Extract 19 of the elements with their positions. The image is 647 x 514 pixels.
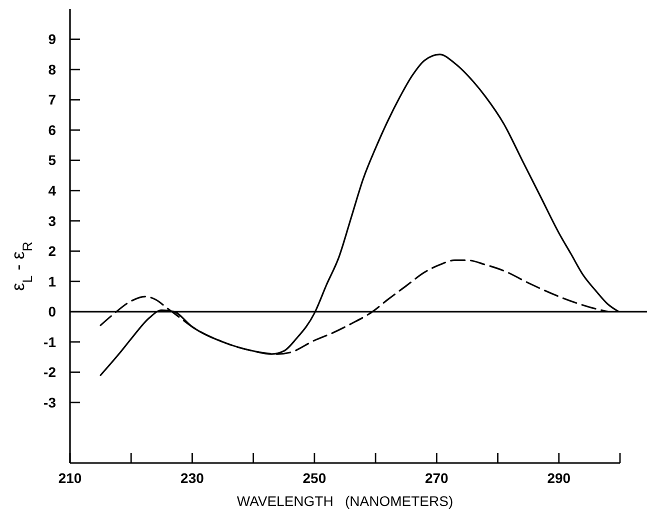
y-tick-label: 7: [48, 92, 56, 108]
y-tick-label: 4: [48, 182, 56, 198]
y-tick-label: 6: [48, 122, 56, 138]
y-tick-label: 1: [48, 273, 56, 290]
y-tick-label: 9: [48, 31, 56, 48]
y-tick-label: 2: [48, 243, 56, 260]
x-tick-label: 230: [180, 470, 204, 486]
y-tick-label: -2: [44, 364, 56, 380]
x-axis-title: WAVELENGTH (NANOMETERS): [236, 493, 454, 509]
x-tick-label: 210: [58, 470, 82, 486]
y-tick-label: 5: [48, 152, 56, 168]
x-tick-label: 250: [302, 470, 326, 486]
x-tick-label: 270: [424, 470, 449, 486]
y-tick-label: -3: [44, 394, 56, 410]
y-tick-label: 3: [48, 212, 56, 229]
y-tick-label: 8: [48, 61, 56, 78]
y-tick-label: -1: [44, 334, 56, 350]
y-tick-label: 0: [48, 304, 56, 320]
x-tick-label: 290: [547, 470, 571, 486]
